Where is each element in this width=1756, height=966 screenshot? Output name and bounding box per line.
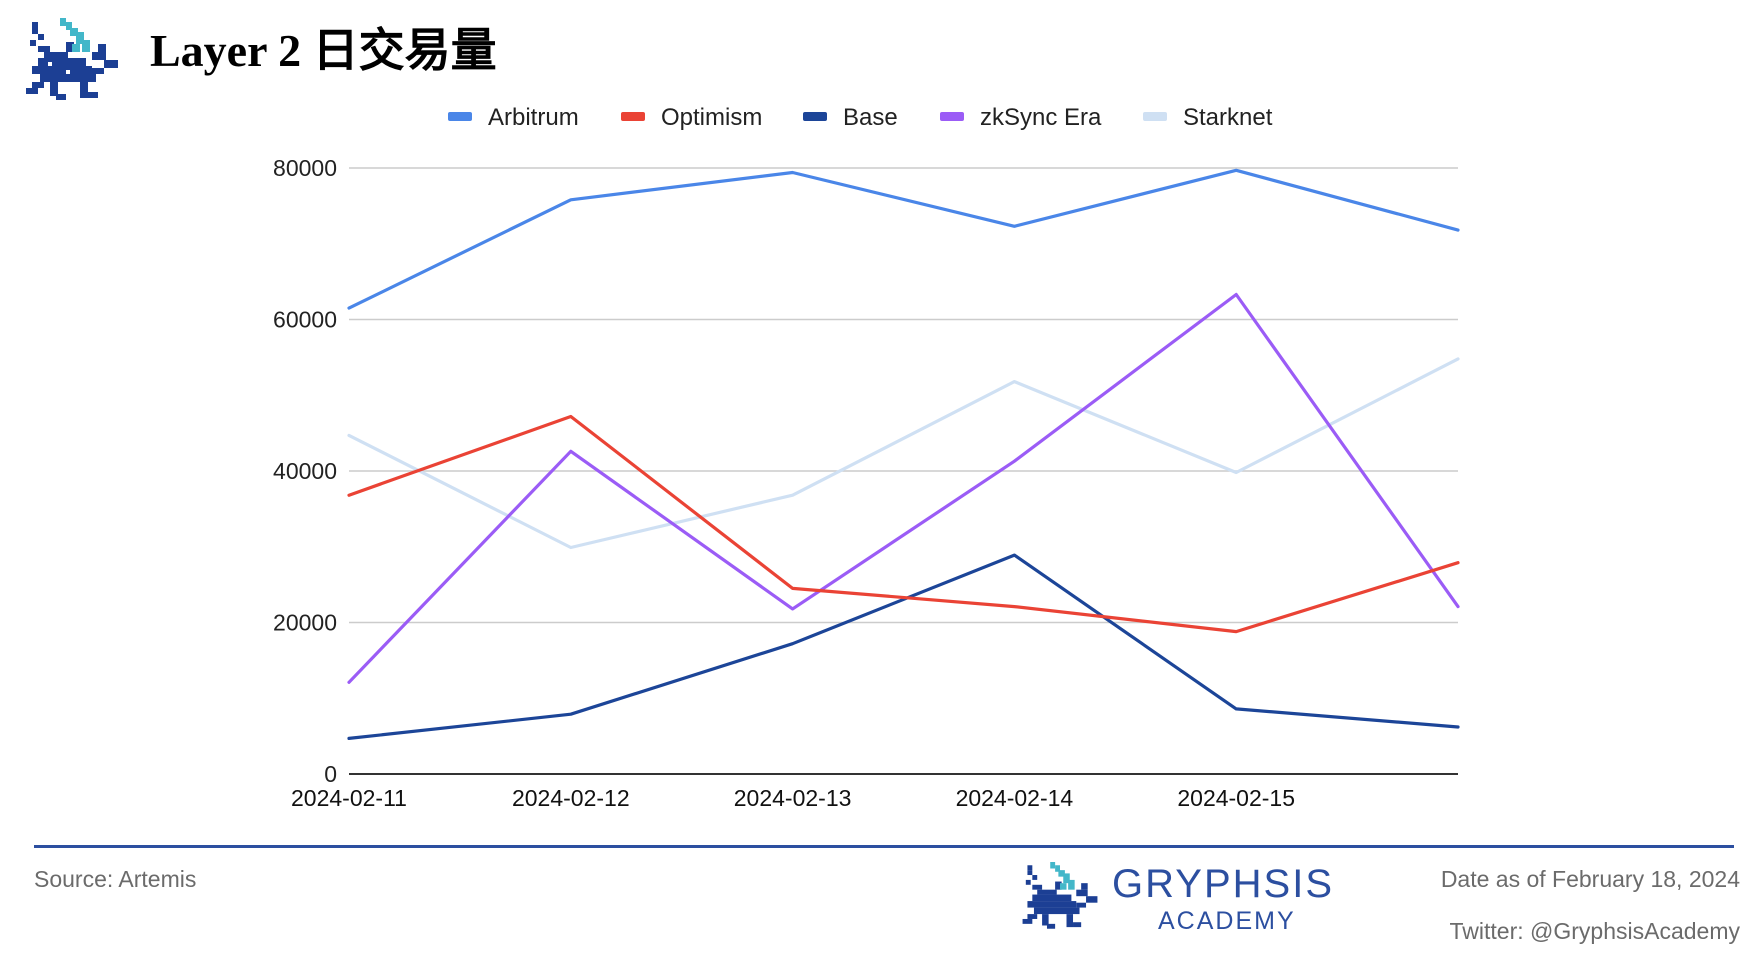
legend-swatch bbox=[621, 112, 645, 121]
legend: Arbitrum Optimism Base zkSync Era Starknet bbox=[448, 104, 1273, 131]
legend-label: Base bbox=[843, 104, 898, 131]
legend-swatch bbox=[448, 112, 472, 121]
series-lines bbox=[347, 168, 1460, 741]
twitter-handle: Twitter: @GryphsisAcademy bbox=[1449, 918, 1740, 944]
legend-swatch bbox=[1143, 112, 1167, 121]
series-line-zksync-era bbox=[347, 292, 1460, 684]
legend-swatch bbox=[803, 112, 827, 121]
x-tick-label: 2024-02-12 bbox=[512, 785, 630, 811]
page-title: Layer 2 日交易量 bbox=[150, 25, 497, 76]
legend-swatch bbox=[940, 112, 964, 121]
series-line-optimism bbox=[347, 414, 1460, 634]
y-tick-label: 40000 bbox=[273, 458, 337, 484]
brand-name: GRYPHSIS bbox=[1112, 862, 1334, 906]
gryphon-logo-icon bbox=[1022, 862, 1098, 929]
series-line-starknet bbox=[347, 357, 1460, 550]
gridlines bbox=[349, 167, 1458, 624]
y-tick-label: 0 bbox=[324, 761, 337, 787]
y-tick-label: 20000 bbox=[273, 610, 337, 636]
x-tick-label: 2024-02-14 bbox=[956, 785, 1074, 811]
data-date: Date as of February 18, 2024 bbox=[1440, 866, 1740, 892]
legend-label: Arbitrum bbox=[488, 104, 579, 131]
line-chart: 0 20000 40000 60000 80000 2024-02-11 2024-02-1… bbox=[273, 104, 1460, 811]
x-tick-label: 2024-02-15 bbox=[1177, 785, 1295, 811]
y-tick-label: 60000 bbox=[273, 307, 337, 333]
footer-divider bbox=[34, 845, 1734, 848]
legend-label: Starknet bbox=[1183, 104, 1273, 131]
gryphon-logo-icon bbox=[26, 18, 118, 100]
x-tick-label: 2024-02-11 bbox=[291, 785, 407, 811]
y-tick-label: 80000 bbox=[273, 155, 337, 181]
series-line-arbitrum bbox=[347, 168, 1460, 310]
legend-label: zkSync Era bbox=[980, 104, 1102, 131]
brand-subtitle: ACADEMY bbox=[1158, 907, 1296, 935]
legend-label: Optimism bbox=[661, 104, 762, 131]
axes: 0 20000 40000 60000 80000 2024-02-11 2024-02-1… bbox=[273, 155, 1458, 811]
source-note: Source: Artemis bbox=[34, 866, 197, 892]
series-line-base bbox=[347, 553, 1460, 741]
x-tick-label: 2024-02-13 bbox=[734, 785, 852, 811]
